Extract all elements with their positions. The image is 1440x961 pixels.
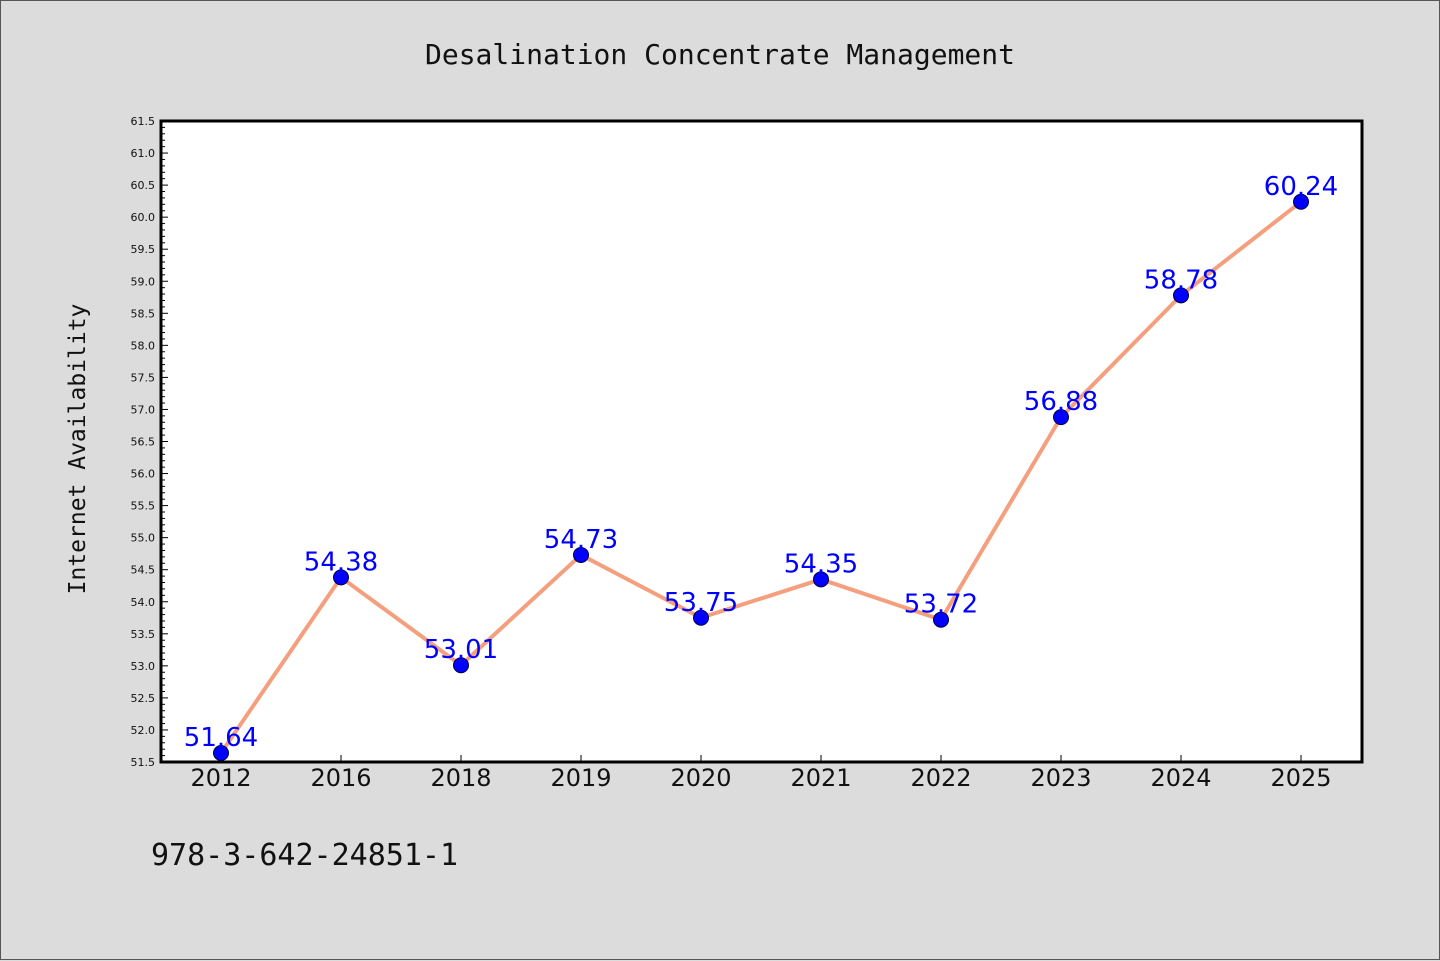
data-point-2016	[333, 569, 349, 586]
y-axis: 51.5 52.0 52.5 53.0 53.5 54.0 54.5 55.0 55.5 56.0…	[131, 115, 168, 769]
y-tick-label: 60.0	[131, 211, 156, 224]
y-tick-label: 54.0	[131, 596, 156, 609]
data-label-2024: 58.78	[1144, 265, 1218, 295]
y-tick-label: 61.0	[131, 147, 156, 160]
data-label-2019: 54.73	[544, 525, 618, 555]
x-tick-label: 2020	[670, 764, 731, 792]
y-tick-label: 52.0	[131, 724, 156, 737]
y-tick-label: 57.5	[131, 371, 156, 384]
data-label-2022: 53.72	[904, 590, 978, 620]
x-tick-label: 2021	[790, 764, 851, 792]
x-tick-label: 2022	[910, 764, 971, 792]
data-point-2025	[1293, 193, 1309, 210]
y-tick-label: 56.0	[131, 468, 156, 481]
y-tick-label: 59.5	[131, 243, 156, 256]
data-labels-group: 51.64 54.38 53.01 54.73 53.75 54.35 53.72 56.88…	[184, 172, 1338, 753]
data-label-2023: 56.88	[1024, 387, 1098, 417]
data-point-2023	[1053, 409, 1069, 426]
data-point-2019	[573, 546, 589, 563]
y-tick-label: 60.5	[131, 179, 156, 192]
y-tick-label: 61.5	[131, 115, 156, 128]
x-tick-label: 2012	[190, 764, 251, 792]
data-label-2012: 51.64	[184, 723, 258, 753]
data-label-2021: 54.35	[784, 549, 858, 579]
y-tick-label: 51.5	[131, 756, 156, 769]
x-tick-label: 2023	[1030, 764, 1091, 792]
x-tick-label: 2025	[1270, 764, 1331, 792]
data-label-2018: 53.01	[424, 635, 498, 665]
y-tick-label: 53.5	[131, 628, 156, 641]
x-tick-label: 2018	[430, 764, 491, 792]
series-line-group	[213, 193, 1309, 762]
data-label-2020: 53.75	[664, 588, 738, 618]
y-tick-label: 53.0	[131, 660, 156, 673]
y-tick-label: 57.0	[131, 403, 156, 416]
data-point-2018	[453, 657, 469, 674]
y-axis-label: Internet Availability	[65, 304, 91, 595]
data-point-2024	[1173, 287, 1189, 304]
y-tick-label: 55.0	[131, 532, 156, 545]
chart-title: Desalination Concentrate Management	[425, 38, 1015, 71]
y-tick-label: 59.0	[131, 275, 156, 288]
data-label-2016: 54.38	[304, 547, 378, 577]
x-axis: 2012 2016 2018 2019 2020 2021 2022 2023 2024 2025	[190, 755, 1332, 792]
data-point-2020	[693, 609, 709, 626]
y-tick-label: 56.5	[131, 436, 156, 449]
y-tick-label: 58.5	[131, 307, 156, 320]
x-tick-label: 2024	[1150, 764, 1211, 792]
x-tick-label: 2019	[550, 764, 611, 792]
y-tick-label: 58.0	[131, 339, 156, 352]
data-label-2025: 60.24	[1264, 172, 1338, 202]
series-line	[219, 200, 1303, 755]
y-tick-label: 55.5	[131, 500, 156, 513]
footnote-isbn: 978-3-642-24851-1	[151, 838, 458, 873]
data-point-2022	[933, 611, 949, 628]
plot-area	[159, 119, 1364, 764]
y-tick-label: 54.5	[131, 564, 156, 577]
x-tick-label: 2016	[310, 764, 371, 792]
y-tick-label: 52.5	[131, 692, 156, 705]
data-point-2021	[813, 571, 829, 588]
data-point-2012	[213, 745, 229, 762]
